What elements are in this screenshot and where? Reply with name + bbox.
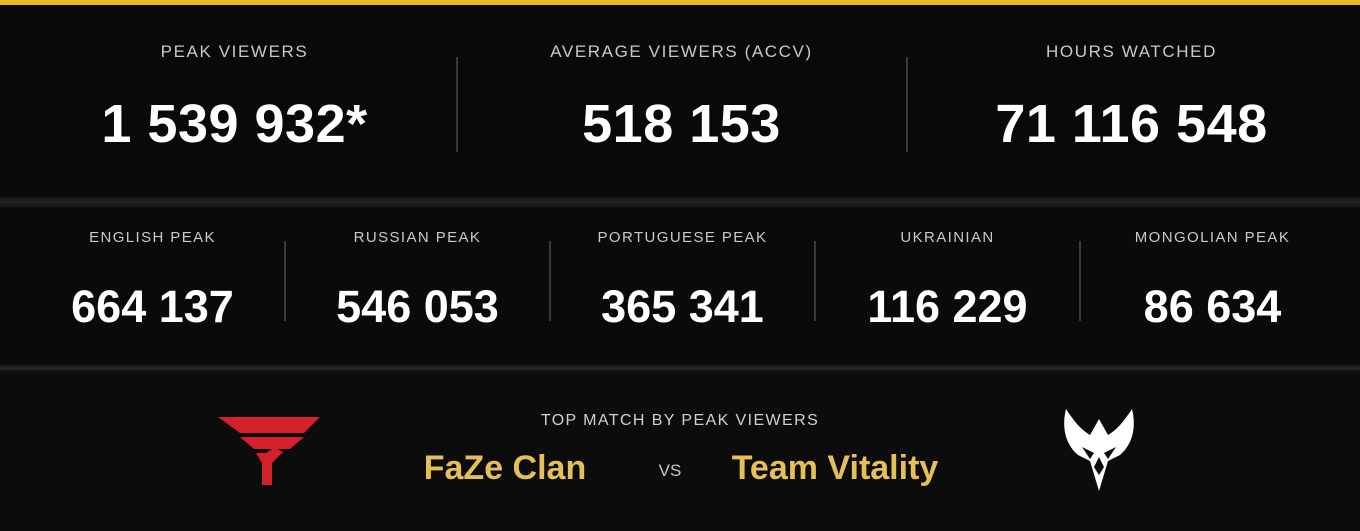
stat-value: 1 539 932* (101, 94, 368, 154)
stat-ukrainian: UKRAINIAN 116 229 (815, 207, 1080, 365)
faze-clan-logo-icon (218, 417, 320, 485)
stat-label: ENGLISH PEAK (89, 229, 216, 246)
top-match-label: TOP MATCH BY PEAK VIEWERS (540, 412, 820, 429)
stat-portuguese-peak: PORTUGUESE PEAK 365 341 (550, 207, 815, 365)
stat-label: RUSSIAN PEAK (353, 229, 482, 246)
stat-value: 518 153 (582, 94, 781, 154)
versus-label: VS (658, 461, 682, 480)
stat-label: HOURS WATCHED (1046, 42, 1217, 61)
stat-average-viewers: AVERAGE VIEWERS (ACCV) 518 153 (455, 5, 908, 200)
language-stats-row: ENGLISH PEAK 664 137 RUSSIAN PEAK 546 05… (0, 207, 1360, 365)
accent-top-bar (0, 0, 1360, 5)
stat-english-peak: ENGLISH PEAK 664 137 (20, 207, 285, 365)
divider (549, 241, 551, 321)
team-b-name: Team Vitality (731, 449, 939, 487)
stat-label: UKRAINIAN (900, 229, 995, 246)
stat-value: 664 137 (71, 281, 234, 332)
headline-stats-row: PEAK VIEWERS 1 539 932* AVERAGE VIEWERS … (0, 5, 1360, 200)
top-match-row: TOP MATCH BY PEAK VIEWERS FaZe Clan VS T… (0, 371, 1360, 531)
stat-value: 116 229 (867, 281, 1028, 332)
stat-value: 86 634 (1143, 281, 1282, 332)
team-a-name: FaZe Clan (423, 449, 587, 487)
stat-value: 71 116 548 (995, 94, 1268, 154)
stat-label: PORTUGUESE PEAK (597, 229, 768, 246)
stat-peak-viewers: PEAK VIEWERS 1 539 932* (8, 5, 461, 200)
stat-value: 546 053 (336, 281, 499, 332)
divider (284, 241, 286, 321)
divider (1079, 241, 1081, 321)
section-separator (0, 365, 1360, 371)
section-separator (0, 197, 1360, 207)
divider (814, 241, 816, 321)
divider (906, 57, 908, 152)
stat-value: 365 341 (601, 281, 764, 332)
team-vitality-logo-icon (1064, 409, 1134, 491)
stat-russian-peak: RUSSIAN PEAK 546 053 (285, 207, 550, 365)
stat-hours-watched: HOURS WATCHED 71 116 548 (905, 5, 1358, 200)
stat-mongolian-peak: MONGOLIAN PEAK 86 634 (1080, 207, 1345, 365)
stat-label: PEAK VIEWERS (160, 42, 309, 61)
stat-label: MONGOLIAN PEAK (1134, 229, 1291, 246)
divider (456, 57, 458, 152)
stat-label: AVERAGE VIEWERS (ACCV) (550, 42, 813, 61)
